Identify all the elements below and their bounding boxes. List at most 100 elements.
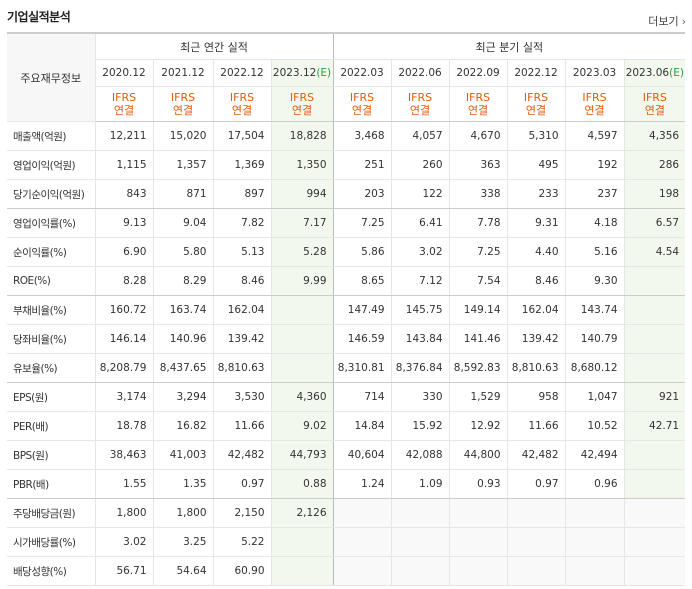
ifrs-standard: IFRS <box>111 91 137 104</box>
value-cell: 1,350 <box>270 150 334 180</box>
value-cell: 7.78 <box>448 208 508 238</box>
value-cell: 11.66 <box>506 411 566 441</box>
value-cell: 233 <box>506 179 566 209</box>
value-cell <box>448 498 508 528</box>
value-cell: 4.40 <box>506 237 566 267</box>
table-row: 배당성향(%) 56.71 54.64 60.90 <box>7 556 686 586</box>
value-cell: 42,482 <box>506 440 566 470</box>
value-cell: 871 <box>152 179 213 209</box>
value-cell: 8.65 <box>332 266 392 296</box>
value-cell: 143.84 <box>390 324 450 354</box>
value-cell: 15,020 <box>152 121 213 151</box>
value-cell: 0.97 <box>212 469 271 499</box>
row-label: EPS(원) <box>7 382 95 412</box>
row-label: PER(배) <box>7 411 95 441</box>
value-cell <box>270 324 334 354</box>
table-row: 부채비율(%) 160.72 163.74 162.04 147.49 145.75 149… <box>7 295 686 325</box>
value-cell: 9.13 <box>94 208 153 238</box>
ifrs-consolidated: 연결 <box>467 104 489 117</box>
period-date: 2021.12 <box>161 67 205 79</box>
table-row: ROE(%) 8.28 8.29 8.46 9.99 8.65 7.12 7.54 8.46 9.… <box>7 266 686 296</box>
value-cell: 237 <box>564 179 625 209</box>
value-cell: 1.09 <box>390 469 450 499</box>
section-header: 기업실적분석 더보기 <box>0 0 692 32</box>
value-cell: 8.46 <box>212 266 271 296</box>
ifrs-standard: IFRS <box>170 91 196 104</box>
period-header: 2023.03 <box>564 59 625 87</box>
value-cell: 7.17 <box>270 208 334 238</box>
more-link[interactable]: 더보기 <box>648 13 686 29</box>
row-label: BPS(원) <box>7 440 95 470</box>
value-cell: 7.12 <box>390 266 450 296</box>
value-cell: 3,468 <box>332 121 392 151</box>
ifrs-consolidated: 연결 <box>113 104 135 117</box>
value-cell: 0.97 <box>506 469 566 499</box>
value-cell: 44,800 <box>448 440 508 470</box>
table-row: 영업이익률(%) 9.13 9.04 7.82 7.17 7.25 6.41 7.78 9.31… <box>7 208 686 238</box>
value-cell: 5.80 <box>152 237 213 267</box>
value-cell: 3.02 <box>390 237 450 267</box>
value-cell <box>270 295 334 325</box>
row-label: ROE(%) <box>7 266 95 296</box>
value-cell: 1,800 <box>152 498 213 528</box>
estimate-mark: (E) <box>669 67 684 79</box>
value-cell: 15.92 <box>390 411 450 441</box>
period-date: 2020.12 <box>102 67 146 79</box>
value-cell: 260 <box>390 150 450 180</box>
table-row: 유보율(%) 8,208.79 8,437.65 8,810.63 8,310.81 8,… <box>7 353 686 383</box>
row-label: 배당성향(%) <box>7 556 95 586</box>
value-cell: 1,357 <box>152 150 213 180</box>
value-cell: 843 <box>94 179 153 209</box>
ifrs-label: IFRS 연결 <box>212 86 271 122</box>
value-cell: 198 <box>623 179 686 209</box>
value-cell: 41,003 <box>152 440 213 470</box>
value-cell: 286 <box>623 150 686 180</box>
row-label: 영업이익률(%) <box>7 208 95 238</box>
row-label: 매출액(억원) <box>7 121 95 151</box>
value-cell: 9.04 <box>152 208 213 238</box>
value-cell: 16.82 <box>152 411 213 441</box>
row-label: PBR(배) <box>7 469 95 499</box>
value-cell: 60.90 <box>212 556 271 586</box>
value-cell: 8,208.79 <box>94 353 153 383</box>
value-cell <box>623 324 686 354</box>
value-cell: 1.35 <box>152 469 213 499</box>
value-cell: 1,529 <box>448 382 508 412</box>
ifrs-label: IFRS 연결 <box>564 86 625 122</box>
period-header: 2022.12 <box>212 59 271 87</box>
table-row: 순이익률(%) 6.90 5.80 5.13 5.28 5.86 3.02 7.25 4.40 5… <box>7 237 686 267</box>
value-cell: 3.02 <box>94 527 153 557</box>
value-cell: 495 <box>506 150 566 180</box>
table-row: 영업이익(억원) 1,115 1,357 1,369 1,350 251 260 363 495… <box>7 150 686 180</box>
value-cell: 6.41 <box>390 208 450 238</box>
value-cell: 147.49 <box>332 295 392 325</box>
value-cell <box>623 556 686 586</box>
value-cell: 5,310 <box>506 121 566 151</box>
value-cell: 12,211 <box>94 121 153 151</box>
value-cell: 330 <box>390 382 450 412</box>
value-cell: 139.42 <box>506 324 566 354</box>
value-cell: 5.28 <box>270 237 334 267</box>
value-cell: 140.79 <box>564 324 625 354</box>
ifrs-standard: IFRS <box>523 91 549 104</box>
value-cell: 3.25 <box>152 527 213 557</box>
value-cell <box>390 556 450 586</box>
value-cell <box>623 353 686 383</box>
value-cell: 363 <box>448 150 508 180</box>
value-cell <box>448 527 508 557</box>
table-row: 당기순이익(억원) 843 871 897 994 203 122 338 233 237 198 <box>7 179 686 209</box>
value-cell: 162.04 <box>212 295 271 325</box>
value-cell: 9.30 <box>564 266 625 296</box>
period-date: 2023.12 <box>272 67 317 79</box>
value-cell: 44,793 <box>270 440 334 470</box>
value-cell: 1,369 <box>212 150 271 180</box>
table-row: 시가배당률(%) 3.02 3.25 5.22 <box>7 527 686 557</box>
ifrs-standard: IFRS <box>465 91 491 104</box>
value-cell: 162.04 <box>506 295 566 325</box>
value-cell: 1,800 <box>94 498 153 528</box>
period-header: 2020.12 <box>94 59 153 87</box>
value-cell <box>390 498 450 528</box>
estimate-mark: (E) <box>316 67 332 79</box>
ifrs-consolidated: 연결 <box>409 104 431 117</box>
ifrs-standard: IFRS <box>229 91 255 104</box>
